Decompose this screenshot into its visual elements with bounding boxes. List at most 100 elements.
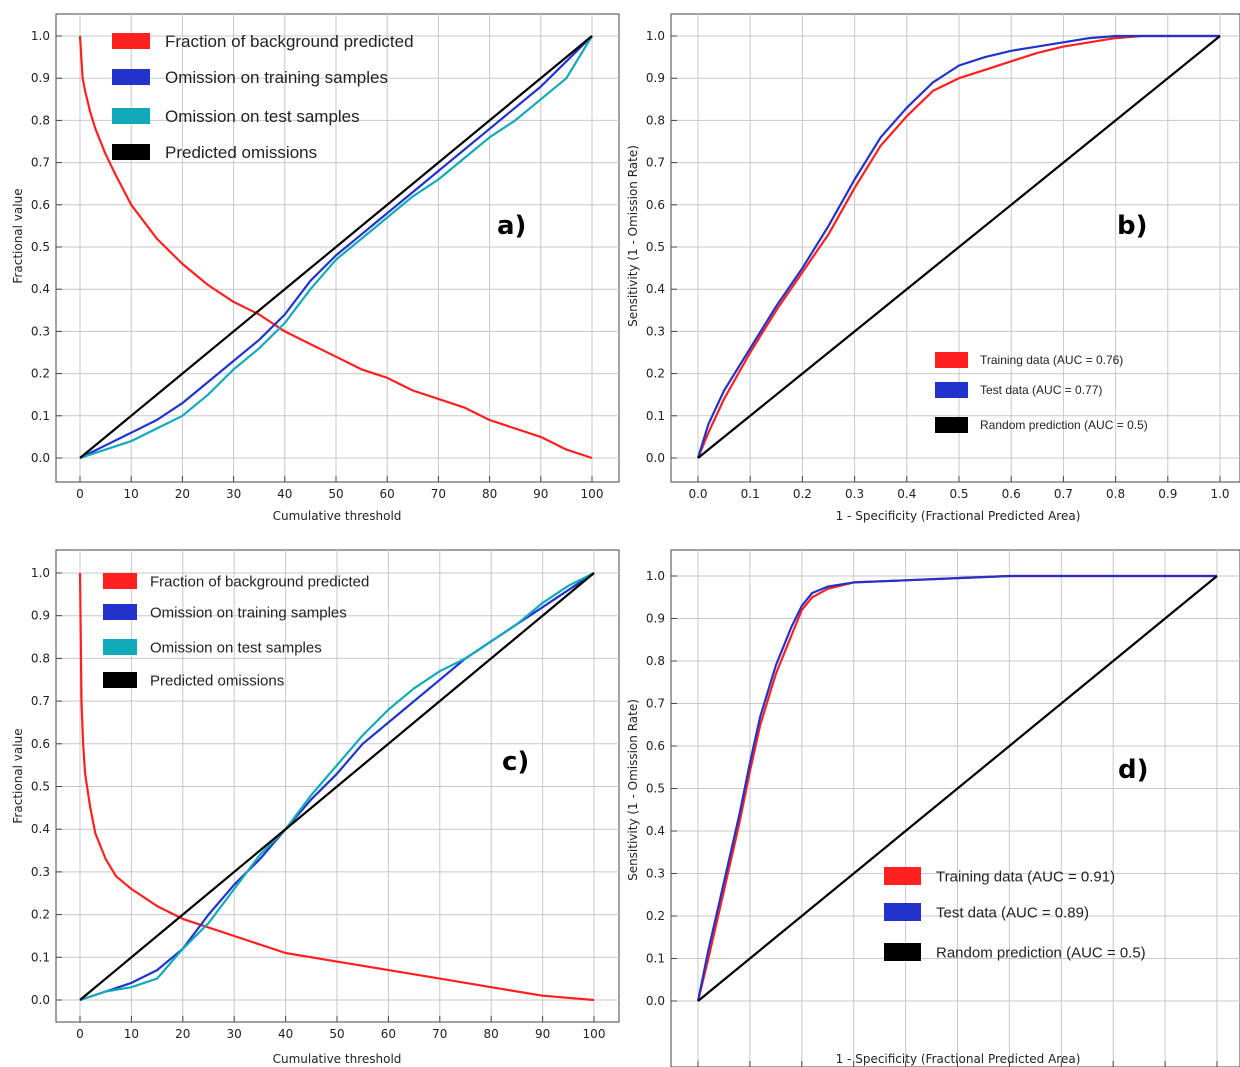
x-tick-label: 0.0 bbox=[688, 487, 707, 501]
x-tick-label: 0 bbox=[76, 487, 84, 501]
series-line-random-prediction bbox=[697, 575, 1218, 1002]
y-tick-label: 0.2 bbox=[646, 909, 665, 923]
x-tick-label: 60 bbox=[380, 487, 395, 501]
legend-swatch bbox=[884, 943, 921, 961]
x-tick-label: 30 bbox=[226, 487, 241, 501]
x-tick-label: 0.6 bbox=[1002, 487, 1021, 501]
y-axis-title: Fractional value bbox=[11, 728, 25, 823]
y-axis-title: Sensitivity (1 - Omission Rate) bbox=[626, 145, 640, 327]
x-tick-label: 40 bbox=[278, 1027, 293, 1041]
legend-label: Omission on training samples bbox=[150, 604, 347, 621]
series-line-omission-on-training-samples bbox=[79, 35, 593, 459]
legend-swatch bbox=[103, 573, 137, 589]
y-tick-label: 0.9 bbox=[31, 71, 50, 85]
panel-label: a) bbox=[497, 211, 526, 241]
legend-swatch bbox=[935, 352, 968, 368]
y-tick-label: 0.9 bbox=[31, 609, 50, 623]
legend-swatch bbox=[884, 867, 921, 885]
x-tick-label: 50 bbox=[328, 487, 343, 501]
y-tick-label: 0.8 bbox=[646, 654, 665, 668]
y-tick-label: 0.6 bbox=[31, 198, 50, 212]
legend-swatch bbox=[935, 417, 968, 433]
legend-label: Random prediction (AUC = 0.5) bbox=[980, 418, 1148, 432]
legend-swatch bbox=[103, 639, 137, 655]
legend-label: Predicted omissions bbox=[165, 143, 317, 162]
legend-swatch bbox=[112, 108, 150, 124]
x-axis-title: 1 - Specificity (Fractional Predicted Ar… bbox=[836, 1052, 1081, 1066]
y-tick-label: 1.0 bbox=[31, 566, 50, 580]
y-tick-label: 0.5 bbox=[31, 780, 50, 794]
y-tick-label: 0.3 bbox=[646, 867, 665, 881]
y-tick-label: 1.0 bbox=[646, 569, 665, 583]
y-tick-label: 0.5 bbox=[31, 240, 50, 254]
y-tick-label: 0.1 bbox=[31, 950, 50, 964]
panel-d: 0.00.10.20.30.40.50.60.70.80.91.00.00.10… bbox=[626, 549, 1240, 1067]
legend-label: Test data (AUC = 0.77) bbox=[980, 383, 1102, 397]
y-tick-label: 0.2 bbox=[31, 367, 50, 381]
y-tick-label: 0.3 bbox=[31, 324, 50, 338]
legend-swatch bbox=[103, 604, 137, 620]
y-tick-label: 0.2 bbox=[646, 367, 665, 381]
legend-label: Omission on training samples bbox=[165, 68, 388, 87]
y-tick-label: 0.1 bbox=[646, 952, 665, 966]
x-axis-title: Cumulative threshold bbox=[273, 1052, 402, 1066]
legend: Training data (AUC = 0.76) Test data (AUC… bbox=[935, 352, 1148, 433]
series-line-predicted-omissions bbox=[79, 572, 595, 1001]
y-axis-title: Sensitivity (1 - Omission Rate) bbox=[626, 699, 640, 881]
y-tick-label: 0.7 bbox=[646, 156, 665, 170]
x-tick-label: 70 bbox=[432, 1027, 447, 1041]
y-tick-label: 0.8 bbox=[31, 113, 50, 127]
y-tick-label: 0.3 bbox=[646, 324, 665, 338]
legend-label: Omission on test samples bbox=[150, 639, 322, 656]
y-tick-label: 0.4 bbox=[31, 822, 50, 836]
x-tick-label: 20 bbox=[175, 1027, 190, 1041]
series-line-omission-on-test-samples bbox=[79, 572, 595, 1002]
legend-label: Random prediction (AUC = 0.5) bbox=[936, 944, 1146, 961]
panel-c: 0 10 20 30 40 50 60 70 80 90 100 0.0 0.1 0.2 0.3 0.4 0.5… bbox=[11, 549, 620, 1066]
y-tick-label: 1.0 bbox=[646, 29, 665, 43]
y-tick-label: 1.0 bbox=[31, 29, 50, 43]
legend: Training data (AUC = 0.91) Test data (AUC… bbox=[884, 867, 1146, 961]
y-tick-label: 0.6 bbox=[646, 739, 665, 753]
x-tick-label: 0.4 bbox=[897, 487, 916, 501]
x-tick-label: 70 bbox=[431, 487, 446, 501]
y-tick-label: 0.1 bbox=[646, 409, 665, 423]
series-line-test-data bbox=[696, 574, 1217, 1002]
panel-label: c) bbox=[502, 747, 529, 777]
x-tick-label: 100 bbox=[581, 487, 604, 501]
x-tick-label: 0.2 bbox=[793, 487, 812, 501]
x-tick-label: 50 bbox=[329, 1027, 344, 1041]
series-line-predicted-omissions bbox=[79, 35, 593, 459]
legend-swatch bbox=[935, 382, 968, 398]
x-tick-label: 0.7 bbox=[1054, 487, 1073, 501]
y-axis-title: Fractional value bbox=[11, 188, 25, 283]
x-tick-label: 10 bbox=[124, 487, 139, 501]
legend-label: Fraction of background predicted bbox=[165, 32, 414, 51]
x-tick-label: 0 bbox=[76, 1027, 84, 1041]
y-tick-label: 0.5 bbox=[646, 782, 665, 796]
x-tick-label: 20 bbox=[175, 487, 190, 501]
y-tick-label: 0.0 bbox=[646, 994, 665, 1008]
y-tick-label: 0.4 bbox=[31, 282, 50, 296]
y-tick-label: 0.7 bbox=[31, 156, 50, 170]
y-tick-label: 0.6 bbox=[646, 198, 665, 212]
x-tick-label: 80 bbox=[484, 1027, 499, 1041]
series-line-random-prediction bbox=[697, 35, 1221, 459]
y-tick-label: 0.0 bbox=[646, 451, 665, 465]
x-tick-label: 0.1 bbox=[741, 487, 760, 501]
y-tick-label: 0.7 bbox=[31, 694, 50, 708]
y-tick-label: 0.8 bbox=[646, 113, 665, 127]
series-line-fraction-of-background-predicted bbox=[78, 35, 593, 460]
panel-b: 0.0 0.1 0.2 0.3 0.4 0.5 0.6 0.7 0.8 0.9 1.0 0.0 0.1 0… bbox=[626, 13, 1240, 523]
panel-label: d) bbox=[1118, 755, 1149, 785]
legend: Fraction of background predicted Omission… bbox=[112, 32, 414, 162]
legend-swatch bbox=[884, 903, 921, 921]
series-line-fraction-of-background-predicted bbox=[78, 572, 595, 1002]
x-axis-title: 1 - Specificity (Fractional Predicted Ar… bbox=[836, 509, 1081, 523]
y-tick-label: 0.2 bbox=[31, 908, 50, 922]
legend-swatch bbox=[112, 69, 150, 85]
x-tick-label: 40 bbox=[277, 487, 292, 501]
legend-label: Fraction of background predicted bbox=[150, 573, 369, 590]
legend-label: Predicted omissions bbox=[150, 672, 284, 689]
